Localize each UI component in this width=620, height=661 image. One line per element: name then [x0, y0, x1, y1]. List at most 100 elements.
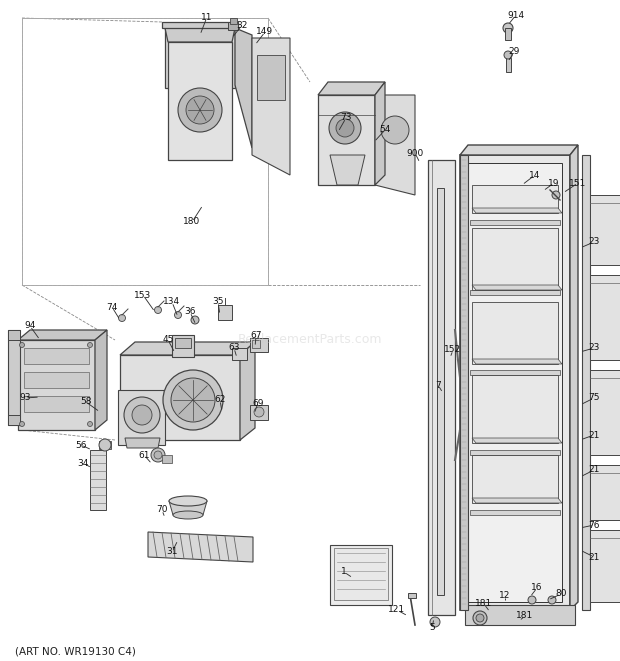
Polygon shape [582, 155, 590, 610]
Polygon shape [120, 342, 255, 355]
Polygon shape [472, 375, 558, 443]
Bar [468, 163, 562, 602]
Polygon shape [240, 342, 255, 440]
Bar [250, 405, 268, 420]
Text: 12: 12 [499, 592, 511, 600]
Polygon shape [470, 370, 560, 375]
Polygon shape [169, 501, 207, 515]
Polygon shape [318, 82, 385, 95]
Bar [172, 335, 194, 357]
Circle shape [191, 316, 199, 324]
Polygon shape [460, 145, 578, 155]
Polygon shape [235, 28, 252, 148]
Bar [330, 545, 392, 605]
Polygon shape [570, 145, 578, 610]
Polygon shape [8, 330, 20, 425]
Circle shape [381, 116, 409, 144]
Bar [590, 195, 620, 265]
Bar [175, 338, 191, 348]
Circle shape [528, 596, 536, 604]
Polygon shape [460, 155, 570, 610]
Circle shape [151, 448, 165, 462]
Polygon shape [125, 438, 160, 448]
Polygon shape [162, 22, 238, 28]
Bar [24, 372, 89, 388]
Ellipse shape [173, 511, 203, 519]
Text: 70: 70 [156, 506, 168, 514]
Polygon shape [252, 38, 290, 175]
Polygon shape [120, 355, 240, 440]
Text: 153: 153 [135, 290, 152, 299]
Circle shape [163, 370, 223, 430]
Text: 151: 151 [569, 178, 587, 188]
Text: 121: 121 [389, 605, 405, 615]
Text: 181: 181 [516, 611, 534, 621]
Text: 1: 1 [341, 568, 347, 576]
Circle shape [174, 311, 182, 319]
Text: 67: 67 [250, 332, 262, 340]
Polygon shape [470, 510, 560, 515]
Circle shape [503, 23, 513, 33]
Text: 63: 63 [228, 344, 240, 352]
Text: 93: 93 [19, 393, 31, 403]
Circle shape [99, 439, 111, 451]
Text: 181: 181 [476, 600, 493, 609]
Text: 35: 35 [212, 297, 224, 307]
Polygon shape [330, 155, 365, 185]
Circle shape [329, 112, 361, 144]
Ellipse shape [169, 496, 207, 506]
Text: 58: 58 [80, 397, 92, 407]
Text: 94: 94 [24, 321, 36, 330]
Polygon shape [375, 82, 385, 185]
Text: 914: 914 [507, 11, 525, 20]
Bar [232, 348, 247, 360]
Text: 34: 34 [78, 459, 89, 467]
Text: 69: 69 [252, 399, 264, 407]
Text: 54: 54 [379, 126, 391, 134]
Text: 76: 76 [588, 520, 600, 529]
Bar [590, 370, 620, 455]
Bar [505, 28, 511, 40]
Circle shape [87, 422, 92, 426]
Circle shape [430, 617, 440, 627]
Text: 62: 62 [215, 395, 226, 405]
Polygon shape [472, 285, 562, 290]
Text: 21: 21 [588, 465, 600, 475]
Polygon shape [460, 155, 468, 610]
Circle shape [186, 96, 214, 124]
Text: 61: 61 [138, 451, 150, 459]
Polygon shape [470, 450, 560, 455]
Polygon shape [218, 305, 232, 320]
Circle shape [476, 614, 484, 622]
Polygon shape [465, 605, 575, 625]
Text: 16: 16 [531, 584, 542, 592]
Polygon shape [148, 532, 253, 562]
Polygon shape [472, 185, 558, 213]
Text: 73: 73 [340, 114, 352, 122]
Circle shape [178, 88, 222, 132]
Polygon shape [472, 359, 562, 364]
Polygon shape [472, 208, 562, 213]
Polygon shape [8, 415, 20, 425]
Text: 7: 7 [435, 381, 441, 389]
Circle shape [19, 342, 25, 348]
Polygon shape [472, 302, 558, 364]
Bar [408, 593, 416, 598]
Bar [252, 340, 260, 348]
Polygon shape [472, 228, 558, 290]
Polygon shape [437, 188, 444, 595]
Text: 80: 80 [556, 590, 567, 598]
Polygon shape [318, 95, 375, 185]
Text: 23: 23 [588, 237, 600, 247]
Text: 152: 152 [445, 346, 461, 354]
Text: 19: 19 [548, 178, 560, 188]
Polygon shape [165, 28, 235, 88]
Circle shape [254, 407, 264, 417]
Text: 900: 900 [406, 149, 423, 157]
Text: 21: 21 [588, 553, 600, 561]
Circle shape [87, 342, 92, 348]
Text: 45: 45 [162, 336, 174, 344]
Text: 14: 14 [529, 171, 541, 180]
Polygon shape [90, 450, 106, 510]
Polygon shape [18, 330, 107, 340]
